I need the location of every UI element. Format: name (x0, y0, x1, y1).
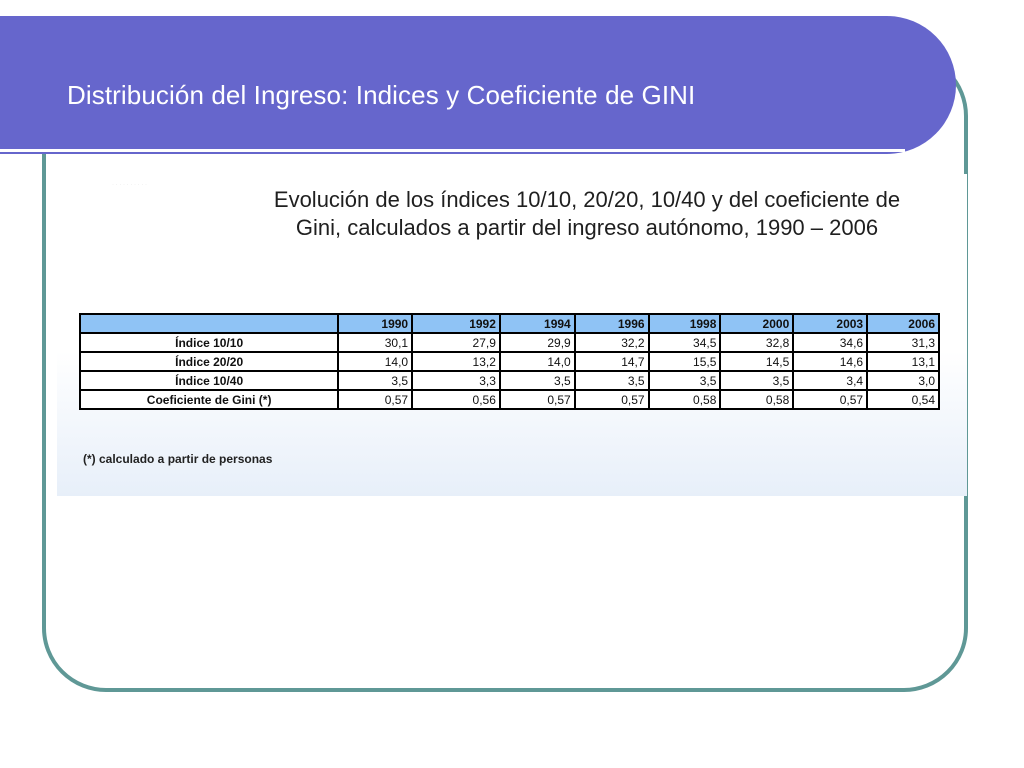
table-cell: 13,2 (411, 351, 501, 372)
table-cell: 14,5 (719, 351, 795, 372)
table-cell: 34,6 (792, 332, 869, 353)
faint-watermark: · · · · · · · · · · (112, 182, 147, 188)
column-header: 1996 (573, 313, 650, 334)
table-cell: 13,1 (866, 351, 940, 372)
table-cell: 3,3 (411, 370, 501, 391)
table-cell: 3,5 (719, 370, 795, 391)
table-cell: 34,5 (647, 332, 722, 353)
table-cell: 3,5 (647, 370, 722, 391)
title-band (0, 16, 956, 154)
table-cell: 0,57 (792, 389, 869, 410)
table-row: Índice 20/20 14,0 13,2 14,0 14,7 15,5 14… (78, 351, 940, 372)
table-cell: 14,7 (573, 351, 650, 372)
table-cell: 3,5 (498, 370, 576, 391)
table-cell: 31,3 (866, 332, 940, 353)
table-row: Índice 10/40 3,5 3,3 3,5 3,5 3,5 3,5 3,4… (78, 370, 940, 391)
title-underline (0, 149, 905, 152)
table-cell: 32,2 (573, 332, 650, 353)
row-label: Coeficiente de Gini (*) (78, 389, 340, 410)
table-cell: 0,58 (719, 389, 795, 410)
table-cell: 15,5 (647, 351, 722, 372)
table-caption-line-2: Gini, calculados a partir del ingreso au… (295, 215, 879, 240)
slide-title: Distribución del Ingreso: Indices y Coef… (67, 80, 696, 110)
column-header: 2006 (866, 313, 940, 334)
column-header: 1992 (411, 313, 501, 334)
data-table: 1990 1992 1994 1996 1998 2000 2003 2006 … (78, 313, 940, 410)
table-caption-line-1: Evolución de los índices 10/10, 20/20, 1… (273, 187, 901, 212)
table-cell: 0,57 (498, 389, 576, 410)
column-header: 1994 (498, 313, 576, 334)
content-image: · · · · · · · · · · Evolución de los índ… (57, 174, 967, 496)
table-cell: 0,57 (337, 389, 414, 410)
table-cell: 14,0 (498, 351, 576, 372)
row-label: Índice 10/40 (78, 370, 340, 391)
table-corner-cell (78, 313, 340, 334)
table-cell: 3,0 (866, 370, 940, 391)
table-cell: 30,1 (337, 332, 414, 353)
table-cell: 14,6 (792, 351, 869, 372)
column-header: 2003 (792, 313, 869, 334)
row-label: Índice 20/20 (78, 351, 340, 372)
column-header: 1990 (337, 313, 414, 334)
row-label: Índice 10/10 (78, 332, 340, 353)
table-cell: 32,8 (719, 332, 795, 353)
table-header-row: 1990 1992 1994 1996 1998 2000 2003 2006 (78, 313, 940, 334)
table-row: Índice 10/10 30,1 27,9 29,9 32,2 34,5 32… (78, 332, 940, 353)
table-cell: 0,58 (647, 389, 722, 410)
column-header: 1998 (647, 313, 722, 334)
table-row: Coeficiente de Gini (*) 0,57 0,56 0,57 0… (78, 389, 940, 410)
table-cell: 0,54 (866, 389, 940, 410)
table-cell: 0,57 (573, 389, 650, 410)
table-cell: 0,56 (411, 389, 501, 410)
table-cell: 27,9 (411, 332, 501, 353)
table-cell: 3,4 (792, 370, 869, 391)
column-header: 2000 (719, 313, 795, 334)
table-footnote: (*) calculado a partir de personas (83, 452, 273, 466)
table-caption: Evolución de los índices 10/10, 20/20, 1… (217, 186, 957, 242)
table-cell: 29,9 (498, 332, 576, 353)
table-cell: 14,0 (337, 351, 414, 372)
table-cell: 3,5 (337, 370, 414, 391)
table-cell: 3,5 (573, 370, 650, 391)
